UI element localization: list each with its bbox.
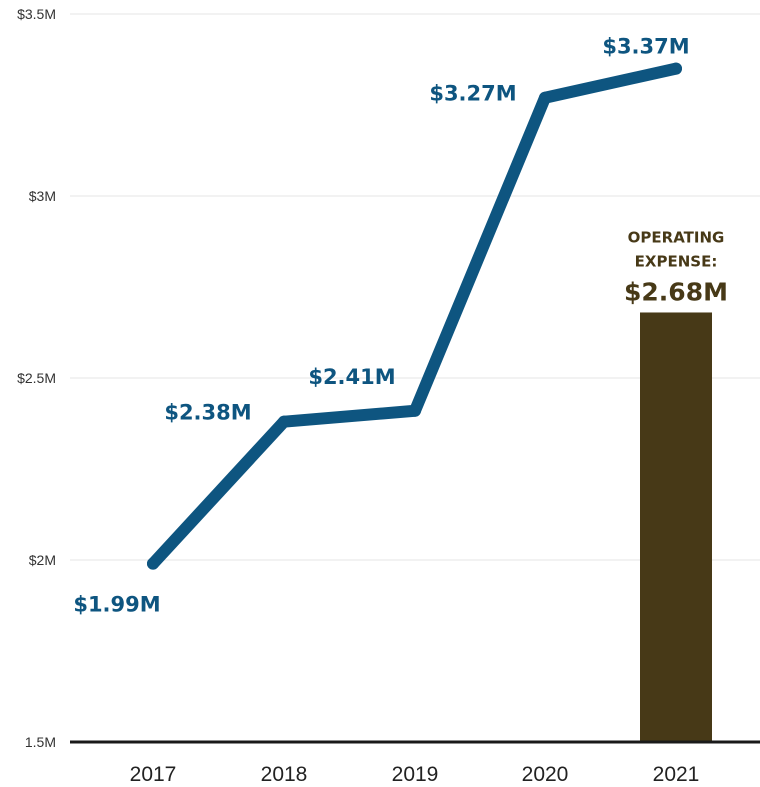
y-tick-label: $2.5M (17, 370, 56, 386)
line-point (278, 415, 290, 428)
revenue-line (147, 62, 682, 570)
x-tick-label: 2018 (261, 763, 308, 786)
y-tick-label: $2M (29, 552, 56, 568)
x-tick-label: 2019 (392, 763, 439, 786)
x-tick-label: 2017 (130, 763, 177, 786)
line-point (539, 91, 551, 104)
x-tick-labels: 2017 2018 2019 2020 2021 (130, 763, 700, 786)
bars: OPERATING EXPENSE: $2.68M (624, 228, 728, 742)
data-label: $1.99M (73, 593, 160, 617)
y-tick-label: $3M (29, 188, 56, 204)
bar-label-line1: OPERATING (628, 228, 725, 246)
series-lines (147, 62, 682, 570)
data-label: $2.41M (308, 365, 395, 389)
data-label: $3.37M (602, 35, 689, 59)
bar-label-line2: EXPENSE: (635, 252, 718, 270)
data-labels: $1.99M $2.38M $2.41M $3.27M $3.37M (73, 35, 689, 617)
x-tick-label: 2020 (522, 763, 569, 786)
line-point (147, 557, 159, 570)
x-tick-label: 2021 (653, 763, 700, 786)
y-tick-label: $3.5M (17, 6, 56, 22)
line-point (409, 404, 421, 417)
data-label: $2.38M (164, 401, 251, 425)
y-tick-label: 1.5M (25, 734, 56, 750)
operating-expense-bar (640, 312, 712, 742)
y-axis: 1.5M $2M $2.5M $3M $3.5M (17, 6, 56, 750)
line-point (670, 62, 682, 75)
data-label: $3.27M (429, 82, 516, 106)
bar-value-label: $2.68M (624, 277, 728, 306)
